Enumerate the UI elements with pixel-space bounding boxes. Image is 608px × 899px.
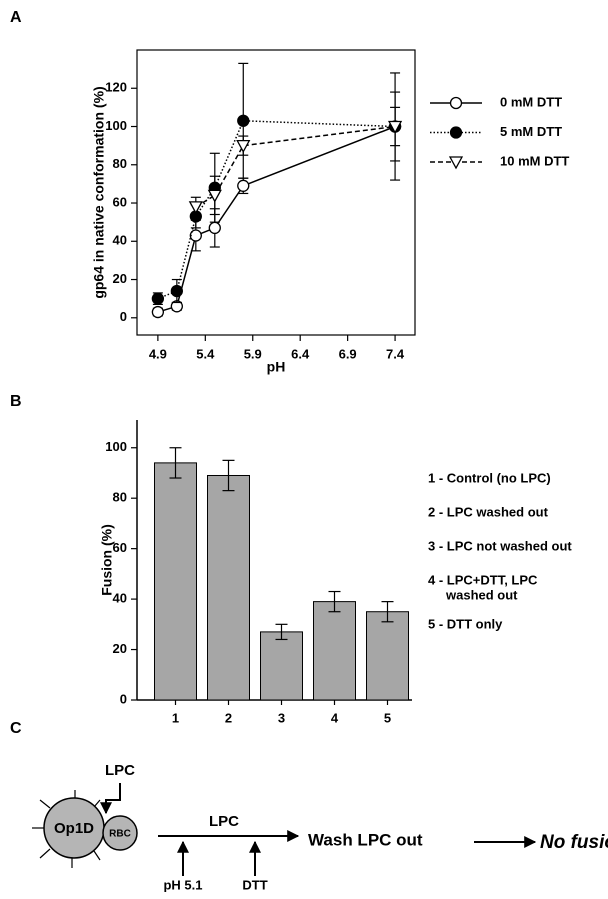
x-axis-label: pH xyxy=(267,359,286,375)
x-tick-label: 6.4 xyxy=(291,346,310,361)
panel-label: B xyxy=(10,393,22,410)
legend-marker xyxy=(449,126,463,139)
x-tick-label: 3 xyxy=(278,710,285,725)
y-tick-label: 120 xyxy=(105,80,127,95)
note: 1 - Control (no LPC) xyxy=(428,470,551,485)
y-tick-label: 100 xyxy=(105,118,127,133)
x-tick-label: 6.9 xyxy=(339,346,357,361)
bar xyxy=(313,601,356,701)
diagram: C Op1D RBC LPC LPC pH 5.1 DTT Wash LPC o… xyxy=(10,720,608,892)
note: 5 - DTT only xyxy=(428,616,503,631)
point xyxy=(151,292,165,305)
x-tick-label: 5 xyxy=(384,710,391,725)
plot-frame xyxy=(136,49,416,336)
panel-label: C xyxy=(10,720,22,737)
legend-marker xyxy=(449,96,463,110)
legend-marker xyxy=(448,156,464,170)
point xyxy=(237,114,250,127)
wash-label: Wash LPC out xyxy=(308,830,423,849)
y-tick-label: 0 xyxy=(120,691,127,706)
x-tick-label: 1 xyxy=(172,710,179,725)
y-axis-label: Fusion (%) xyxy=(99,524,115,596)
point xyxy=(236,139,251,153)
y-tick-label: 100 xyxy=(105,439,127,454)
note: 4 - LPC+DTT, LPC xyxy=(428,572,538,587)
step-label: DTT xyxy=(242,877,267,892)
point xyxy=(207,189,222,203)
bar xyxy=(260,631,303,701)
series-line xyxy=(195,125,396,208)
y-tick-label: 20 xyxy=(113,641,127,656)
x-tick-label: 4.9 xyxy=(149,346,167,361)
timeline-label: LPC xyxy=(209,813,239,830)
note: 2 - LPC washed out xyxy=(428,504,549,519)
step-label: pH 5.1 xyxy=(163,877,202,892)
rbc-label: RBC xyxy=(109,829,131,840)
y-tick-label: 80 xyxy=(113,490,127,505)
x-tick-label: 5.4 xyxy=(196,346,215,361)
y-tick-label: 40 xyxy=(113,591,127,606)
x-tick-label: 2 xyxy=(225,710,232,725)
point xyxy=(237,179,250,192)
point xyxy=(151,305,165,319)
rbc xyxy=(102,815,138,851)
panel-label: A xyxy=(10,9,22,26)
bar xyxy=(366,611,409,701)
bar xyxy=(154,462,197,701)
note: washed out xyxy=(445,587,518,602)
point xyxy=(387,120,403,134)
y-tick-label: 80 xyxy=(113,156,127,171)
y-tick-label: 60 xyxy=(113,540,127,555)
lpc-arrow xyxy=(100,783,121,815)
legend-label: 0 mM DTT xyxy=(500,94,562,109)
x-tick-label: 7.4 xyxy=(386,346,405,361)
bar xyxy=(207,474,250,701)
y-tick-label: 40 xyxy=(113,233,127,248)
x-tick-label: 4 xyxy=(331,710,339,725)
point xyxy=(188,201,203,215)
point xyxy=(208,221,221,235)
spikes xyxy=(32,790,101,868)
x-tick-label: 5.9 xyxy=(244,346,262,361)
note: 3 - LPC not washed out xyxy=(428,538,572,553)
y-tick-label: 20 xyxy=(113,271,127,286)
legend-label: 5 mM DTT xyxy=(500,124,562,139)
y-axis-label: gp64 in native conformation (%) xyxy=(91,86,107,298)
cell-label: Op1D xyxy=(54,820,94,837)
point xyxy=(170,284,183,298)
y-tick-label: 0 xyxy=(120,309,127,324)
legend-label: 10 mM DTT xyxy=(500,153,569,168)
y-tick-label: 60 xyxy=(113,194,127,209)
lpc-label: LPC xyxy=(105,762,135,779)
result-label: No fusion xyxy=(540,832,608,853)
